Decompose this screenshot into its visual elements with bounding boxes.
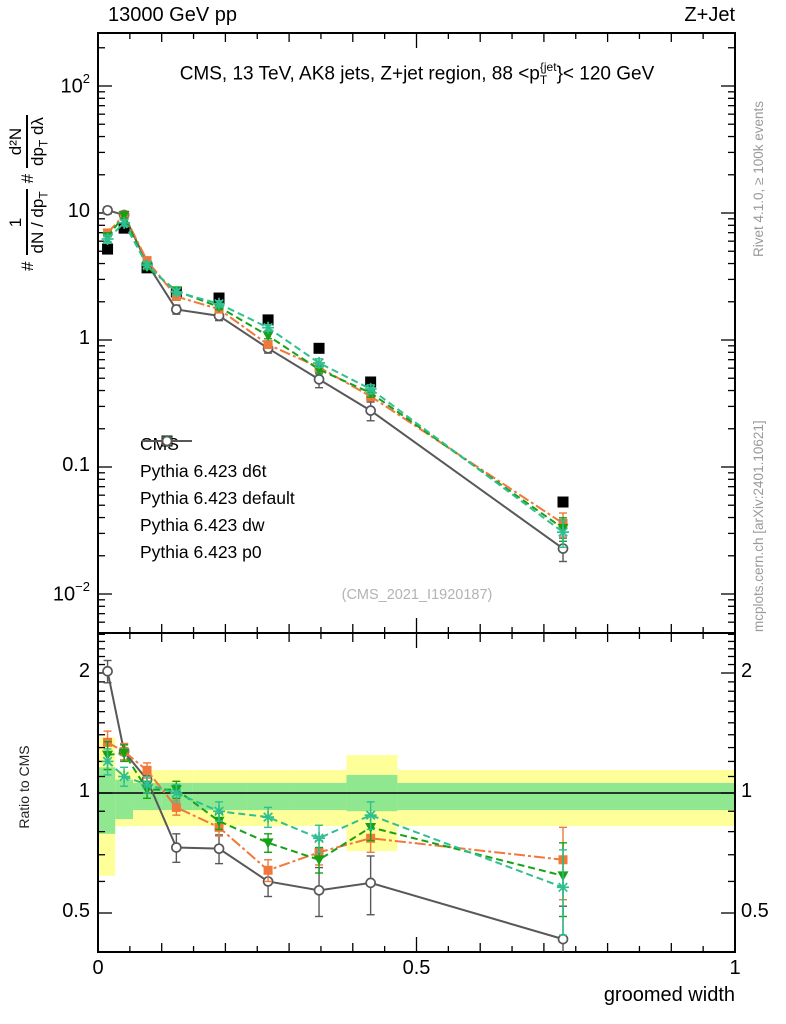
- ratio-y-tick-label-left: 1: [78, 780, 90, 802]
- legend-item-pythia-default: Pythia 6.423 default: [140, 436, 295, 512]
- analysis-id-watermark: (CMS_2021_I1920187): [341, 587, 493, 603]
- main-y-tick-label: 1: [78, 327, 90, 349]
- ratio-y-tick-label-right: 0.5: [741, 900, 769, 922]
- legend-item-pythia-d6t: Pythia 6.423 d6t: [140, 435, 295, 485]
- ratio-y-tick-label-left: 2: [78, 660, 90, 682]
- inner-uncertainty-band: [397, 782, 735, 811]
- ratio-y-tick-label-left: 0.5: [62, 900, 90, 922]
- legend-label: Pythia 6.423 d6t: [140, 461, 267, 481]
- main-y-tick-label: 10: [67, 200, 90, 222]
- x-tick-label: 1: [729, 957, 741, 979]
- x-tick-label: 0.5: [402, 957, 431, 979]
- x-axis-label: groomed width: [603, 984, 735, 1006]
- legend-label: Pythia 6.423 p0: [140, 542, 262, 562]
- main-y-tick-label: 102: [60, 71, 90, 98]
- pt-jet-supsub: {jet T: [539, 60, 557, 87]
- inner-uncertainty-band: [295, 782, 347, 811]
- ratio-uncertainty-bands: [98, 737, 735, 876]
- x-tick-label: 0: [92, 957, 104, 979]
- inner-uncertainty-band: [246, 782, 296, 811]
- series-pythia-6-423-d6t: [101, 216, 570, 549]
- inner-uncertainty-band: [115, 779, 134, 820]
- legend-label: Pythia 6.423 default: [140, 488, 295, 508]
- axis-ticks: [97, 33, 736, 953]
- y-label-fraction-2: d²N dpT dλ: [6, 115, 51, 168]
- y-label-fraction-1: 1 dN / dpT: [6, 189, 51, 256]
- p0-line-marker-icon: [142, 435, 192, 447]
- legend-label: Pythia 6.423 dw: [140, 515, 265, 535]
- plot-title: CMS, 13 TeV, AK8 jets, Z+jet region, 88 …: [179, 60, 655, 87]
- ratio-y-tick-label-right: 2: [741, 660, 753, 682]
- legend-item-pythia-p0: Pythia 6.423 p0: [140, 435, 295, 566]
- series-pythia-6-423-dw-ratio: [102, 740, 569, 918]
- main-y-tick-label: 10−2: [52, 579, 90, 606]
- main-y-tick-label: 0.1: [62, 454, 90, 476]
- ratio-y-tick-label-right: 1: [741, 780, 753, 802]
- plot-title-text: CMS, 13 TeV, AK8 jets, Z+jet region, 88 …: [179, 63, 540, 85]
- legend: CMS Pythia 6.423 d6t Pythia 6.423 defaul…: [140, 431, 295, 566]
- legend-item-pythia-dw: Pythia 6.423 dw: [140, 436, 295, 539]
- process-label: Z+Jet: [684, 4, 735, 26]
- series-pythia-6-423-d6t-ratio: [101, 748, 570, 936]
- mcplots-reference-label: mcplots.cern.ch [arXiv:2401.10621]: [751, 420, 766, 632]
- inner-uncertainty-band: [98, 767, 116, 834]
- rivet-version-label: Rivet 4.1.0, ≥ 100k events: [751, 101, 766, 257]
- beam-energy-label: 13000 GeV pp: [108, 4, 237, 26]
